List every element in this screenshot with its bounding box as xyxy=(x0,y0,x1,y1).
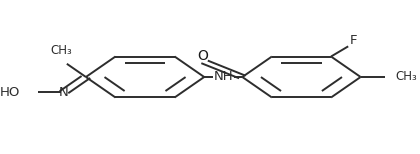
Text: CH₃: CH₃ xyxy=(50,44,72,57)
Text: NH: NH xyxy=(213,71,233,83)
Text: F: F xyxy=(349,34,357,47)
Text: O: O xyxy=(197,49,208,63)
Text: CH₃: CH₃ xyxy=(396,71,417,83)
Text: HO: HO xyxy=(0,86,20,99)
Text: N: N xyxy=(59,86,69,99)
